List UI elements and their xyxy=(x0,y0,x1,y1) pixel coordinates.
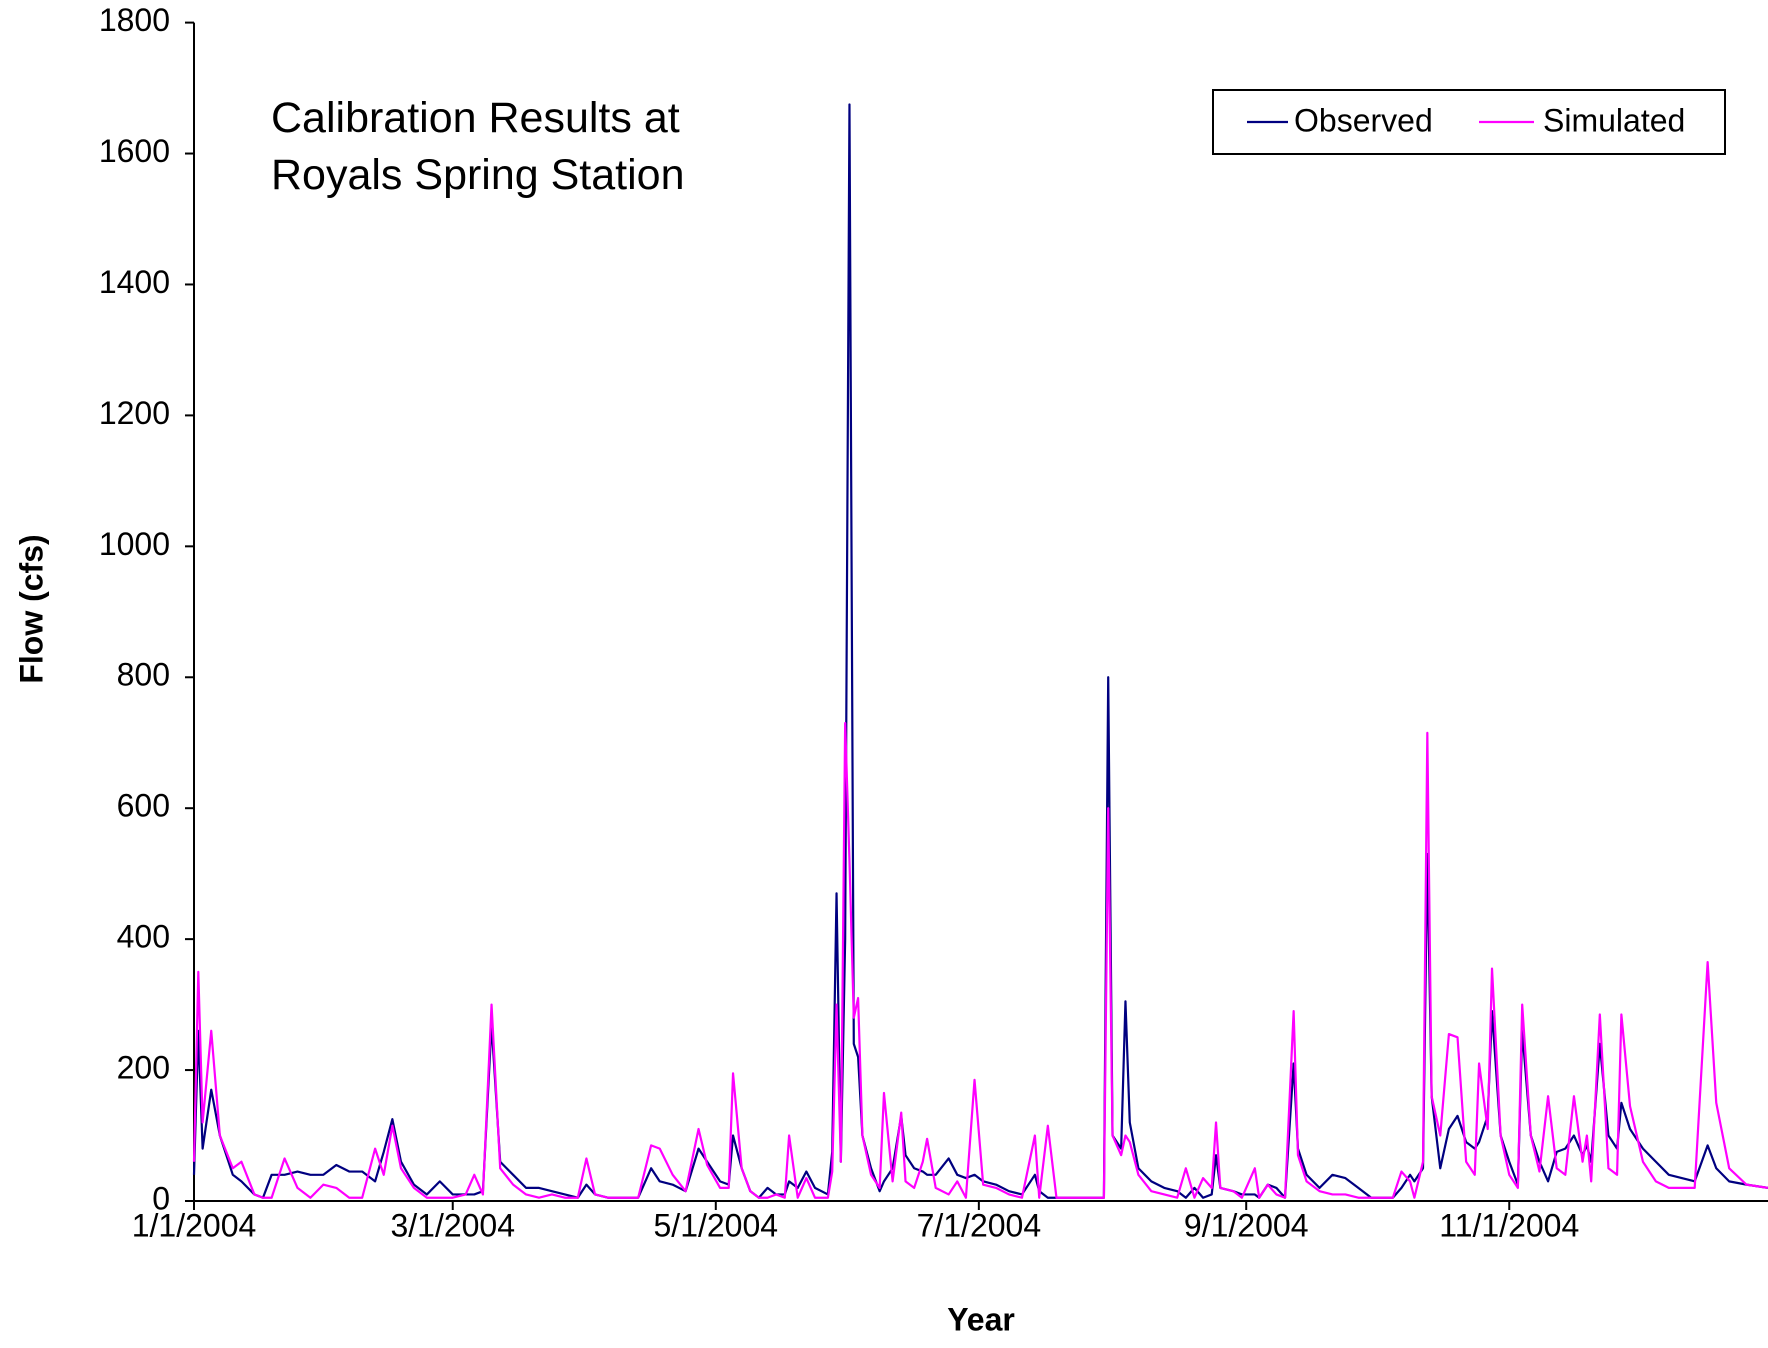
y-tick-label: 400 xyxy=(117,919,170,955)
x-tick-label: 9/1/2004 xyxy=(1184,1207,1309,1243)
x-tick-label: 7/1/2004 xyxy=(917,1207,1042,1243)
legend-label: Observed xyxy=(1294,102,1433,138)
x-tick-label: 3/1/2004 xyxy=(390,1207,515,1243)
y-tick-label: 800 xyxy=(117,657,170,693)
y-tick-label: 0 xyxy=(152,1180,170,1216)
data-line xyxy=(192,103,1768,1199)
y-tick-label: 1200 xyxy=(99,395,170,431)
y-tick-label: 600 xyxy=(117,788,170,824)
x-axis-label: Year xyxy=(947,1301,1015,1337)
y-tick-label: 1000 xyxy=(99,526,170,562)
x-tick-label: 11/1/2004 xyxy=(1439,1207,1579,1243)
legend-box xyxy=(1212,89,1726,155)
y-axis-label: Flow (cfs) xyxy=(13,534,49,683)
x-tick-label: 1/1/2004 xyxy=(132,1207,257,1243)
y-tick-label: 200 xyxy=(117,1050,170,1086)
x-tick-label: 5/1/2004 xyxy=(654,1207,779,1243)
data-line xyxy=(192,721,1768,1199)
chart-title: Calibration Results at Royals Spring Sta… xyxy=(271,94,685,199)
y-tick-label: 1800 xyxy=(99,2,170,38)
y-tick-label: 1400 xyxy=(99,264,170,300)
legend-label: Simulated xyxy=(1543,102,1685,138)
y-tick-label: 1600 xyxy=(99,133,170,169)
